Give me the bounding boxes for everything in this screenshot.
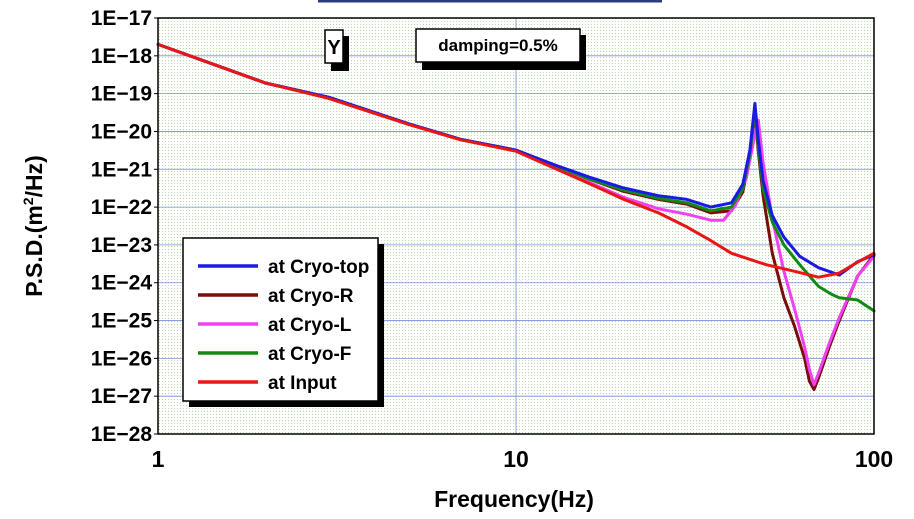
annotation-damping: damping=0.5% bbox=[415, 28, 586, 70]
y-tick-label: 1E−18 bbox=[91, 45, 153, 68]
series-line-at-input bbox=[156, 42, 876, 279]
y-tick-label: 1E−22 bbox=[91, 196, 152, 219]
axis-tag-text: Y bbox=[327, 37, 341, 59]
y-tick-label: 1E−28 bbox=[91, 423, 153, 446]
series-lines bbox=[156, 42, 876, 391]
y-tick-label: 1E−19 bbox=[91, 83, 152, 106]
y-tick-label: 1E−24 bbox=[91, 272, 153, 295]
damping-text: damping=0.5% bbox=[438, 36, 558, 55]
x-tick-label: 10 bbox=[503, 446, 529, 472]
y-tick-label: 1E−20 bbox=[91, 120, 152, 143]
legend-label: at Input bbox=[268, 373, 337, 394]
x-axis-label: Frequency(Hz) bbox=[434, 486, 594, 512]
y-axis-label: P.S.D.(m2/Hz) bbox=[20, 155, 47, 297]
y-tick-label: 1E−27 bbox=[91, 385, 152, 408]
y-tick-labels: 1E−17 1E−18 1E−19 1E−20 1E−21 1E−22 1E−23 1E−24… bbox=[91, 7, 158, 446]
legend-label: at Cryo-F bbox=[268, 344, 351, 365]
plot-frame bbox=[157, 17, 875, 435]
x-tick-label: 1 bbox=[152, 446, 165, 472]
y-tick-label: 1E−17 bbox=[91, 7, 152, 30]
y-tick-label: 1E−23 bbox=[91, 234, 152, 257]
y-tick-label: 1E−26 bbox=[91, 347, 152, 370]
legend: at Cryo-top at Cryo-R at Cryo-L at Cryo-F at… bbox=[182, 237, 384, 407]
y-tick-label: 1E−25 bbox=[91, 310, 153, 333]
legend-label: at Cryo-top bbox=[268, 257, 369, 278]
y-tick-label: 1E−21 bbox=[91, 158, 153, 181]
legend-label: at Cryo-L bbox=[268, 315, 352, 336]
legend-label: at Cryo-R bbox=[268, 286, 354, 307]
annotation-axis-tag: Y bbox=[324, 29, 349, 71]
x-tick-labels: 1 10 100 bbox=[152, 446, 894, 472]
x-tick-label: 100 bbox=[855, 446, 893, 472]
